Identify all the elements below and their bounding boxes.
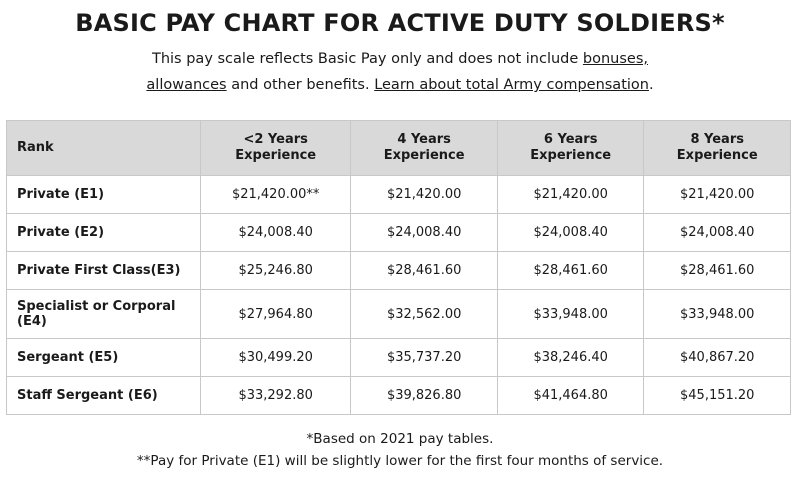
table-row: Private (E1) $21,420.00** $21,420.00 $21…: [7, 176, 791, 214]
table-header-row: Rank <2 Years Experience 4 Years Experienc…: [7, 121, 791, 176]
rank-cell: Private First Class(E3): [7, 252, 201, 290]
pay-cell: $39,826.80: [351, 377, 498, 415]
intro-text-2: and other benefits.: [227, 77, 375, 93]
pay-cell: $38,246.40: [497, 339, 644, 377]
intro-paragraph: This pay scale reflects Basic Pay only a…: [100, 46, 700, 98]
pay-cell: $21,420.00: [644, 176, 791, 214]
header-under-2-years: <2 Years Experience: [201, 121, 351, 176]
pay-cell: $32,562.00: [351, 290, 498, 339]
table-row: Private First Class(E3) $25,246.80 $28,4…: [7, 252, 791, 290]
pay-cell: $28,461.60: [644, 252, 791, 290]
pay-cell: $33,948.00: [497, 290, 644, 339]
header-4-years-line1: 4 Years: [397, 132, 451, 147]
allowances-link[interactable]: allowances: [146, 77, 226, 93]
rank-cell: Specialist or Corporal (E4): [7, 290, 201, 339]
pay-cell: $25,246.80: [201, 252, 351, 290]
pay-cell: $28,461.60: [351, 252, 498, 290]
pay-cell: $24,008.40: [351, 214, 498, 252]
header-4-years-line2: Experience: [384, 148, 465, 163]
pay-cell: $27,964.80: [201, 290, 351, 339]
pay-cell: $21,420.00: [497, 176, 644, 214]
header-6-years: 6 Years Experience: [497, 121, 644, 176]
pay-cell: $24,008.40: [201, 214, 351, 252]
pay-cell: $30,499.20: [201, 339, 351, 377]
header-under-2-years-line1: <2 Years: [243, 132, 307, 147]
header-6-years-line2: Experience: [530, 148, 611, 163]
pay-cell: $33,948.00: [644, 290, 791, 339]
table-row: Staff Sergeant (E6) $33,292.80 $39,826.8…: [7, 377, 791, 415]
pay-cell: $21,420.00**: [201, 176, 351, 214]
header-8-years-line1: 8 Years: [690, 132, 744, 147]
page-title: BASIC PAY CHART FOR ACTIVE DUTY SOLDIERS…: [0, 0, 800, 38]
pay-cell: $33,292.80: [201, 377, 351, 415]
header-8-years-line2: Experience: [677, 148, 758, 163]
header-6-years-line1: 6 Years: [544, 132, 598, 147]
table-row: Sergeant (E5) $30,499.20 $35,737.20 $38,…: [7, 339, 791, 377]
pay-table: Rank <2 Years Experience 4 Years Experienc…: [6, 120, 791, 415]
pay-cell: $35,737.20: [351, 339, 498, 377]
pay-cell: $24,008.40: [497, 214, 644, 252]
rank-cell: Private (E1): [7, 176, 201, 214]
footnote-2: **Pay for Private (E1) will be slightly …: [0, 450, 800, 472]
pay-cell: $45,151.20: [644, 377, 791, 415]
header-rank: Rank: [7, 121, 201, 176]
header-8-years: 8 Years Experience: [644, 121, 791, 176]
header-rank-label: Rank: [17, 140, 54, 155]
rank-cell: Private (E2): [7, 214, 201, 252]
pay-cell: $21,420.00: [351, 176, 498, 214]
header-under-2-years-line2: Experience: [235, 148, 316, 163]
header-4-years: 4 Years Experience: [351, 121, 498, 176]
rank-cell: Sergeant (E5): [7, 339, 201, 377]
table-row: Specialist or Corporal (E4) $27,964.80 $…: [7, 290, 791, 339]
total-compensation-link[interactable]: Learn about total Army compensation: [374, 77, 649, 93]
pay-cell: $24,008.40: [644, 214, 791, 252]
intro-text-3: .: [649, 77, 654, 93]
table-row: Private (E2) $24,008.40 $24,008.40 $24,0…: [7, 214, 791, 252]
footnotes: *Based on 2021 pay tables. **Pay for Pri…: [0, 428, 800, 472]
bonuses-link[interactable]: bonuses,: [583, 51, 648, 67]
pay-cell: $41,464.80: [497, 377, 644, 415]
footnote-1: *Based on 2021 pay tables.: [0, 428, 800, 450]
rank-cell: Staff Sergeant (E6): [7, 377, 201, 415]
pay-cell: $28,461.60: [497, 252, 644, 290]
pay-cell: $40,867.20: [644, 339, 791, 377]
intro-text-1: This pay scale reflects Basic Pay only a…: [152, 51, 583, 67]
